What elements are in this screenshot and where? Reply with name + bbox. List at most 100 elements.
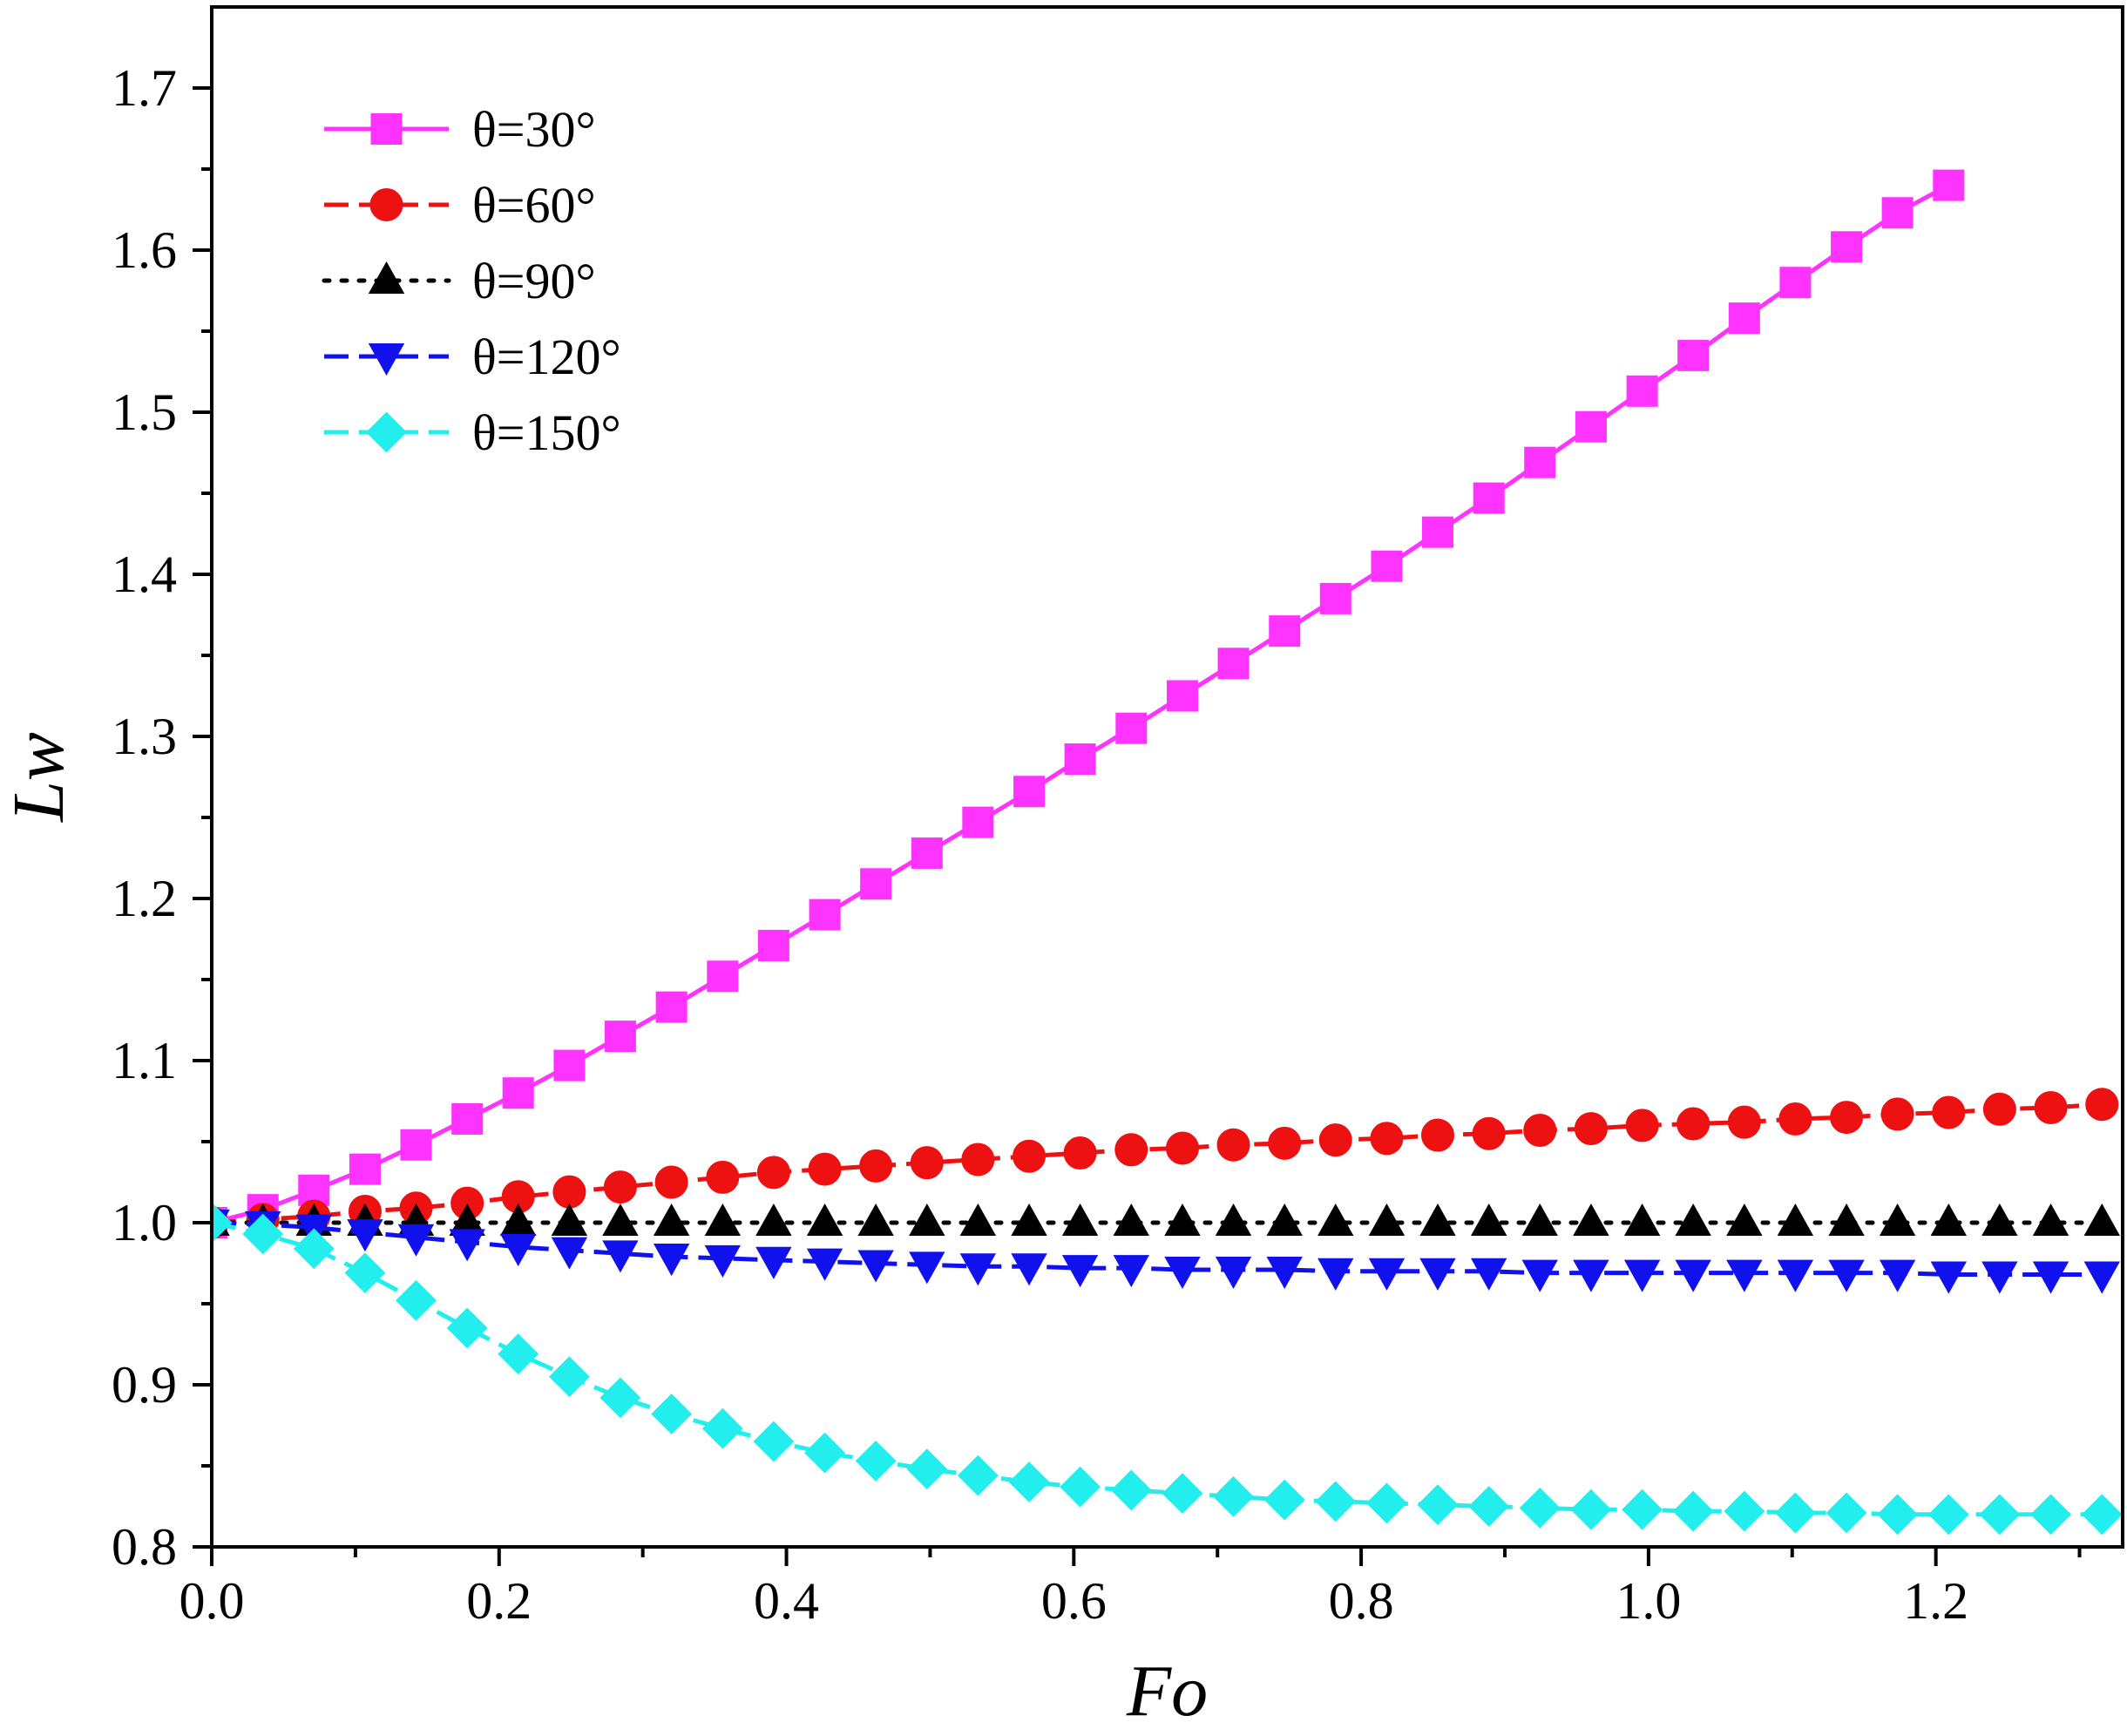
y-tick-label: 1.2	[112, 870, 177, 927]
data-point	[1830, 1101, 1864, 1135]
data-point	[1421, 516, 1453, 548]
data-point	[909, 1251, 945, 1285]
data-point	[1319, 582, 1351, 614]
data-point	[1318, 1203, 1354, 1236]
data-point	[1061, 1255, 1099, 1288]
y-tick-label: 1.3	[112, 708, 177, 765]
x-tick-label: 0.6	[1041, 1572, 1107, 1630]
data-point	[1726, 1203, 1763, 1236]
data-point	[1215, 1203, 1252, 1236]
data-point	[1724, 1490, 1765, 1532]
data-point	[2083, 1203, 2120, 1236]
data-point	[1570, 1488, 1612, 1530]
data-point	[707, 960, 739, 993]
data-point	[2083, 1261, 2120, 1294]
data-point	[962, 806, 994, 838]
axis-tick-labels: 0.0 0.2 0.4 0.6 0.8 1.0 1.2 0.8 0.9 1.0 1.1 1.2 1.3 1…	[112, 59, 1968, 1630]
data-point	[1877, 1494, 1919, 1536]
data-point	[959, 1253, 997, 1286]
data-point	[1519, 1487, 1561, 1529]
x-tick-label: 0.8	[1329, 1572, 1394, 1630]
data-point	[1371, 550, 1403, 582]
legend-marker	[370, 113, 403, 145]
data-point	[860, 868, 892, 900]
data-point	[551, 1203, 588, 1236]
data-point	[1933, 169, 1965, 201]
data-point	[855, 1441, 897, 1482]
data-point	[910, 1146, 944, 1180]
data-point	[1927, 1494, 1969, 1536]
data-point	[1263, 1479, 1305, 1521]
data-point	[1677, 1107, 1710, 1141]
legend-entry: θ=90°	[322, 253, 596, 309]
data-point	[1727, 1105, 1761, 1139]
legend-marker	[368, 261, 405, 294]
x-tick-label: 1.2	[1903, 1572, 1968, 1630]
data-point	[1162, 1473, 1203, 1515]
data-point	[701, 1407, 743, 1449]
data-point	[1981, 1261, 2018, 1294]
data-point	[451, 1102, 484, 1135]
data-point	[753, 1421, 795, 1462]
legend-entry: θ=150°	[324, 404, 621, 461]
data-point	[1368, 1203, 1406, 1236]
series-1	[212, 169, 1965, 1238]
data-point	[2032, 1203, 2069, 1236]
data-point	[1063, 1136, 1097, 1170]
series-3	[212, 1203, 2120, 1236]
data-point	[1113, 1255, 1149, 1288]
data-point	[655, 991, 688, 1023]
data-point	[1880, 1097, 1914, 1131]
legend-label: θ=30°	[472, 101, 596, 158]
data-point	[293, 1228, 335, 1270]
data-point	[1419, 1203, 1456, 1236]
data-point	[1217, 648, 1250, 680]
data-point	[1114, 1133, 1148, 1167]
legend-label: θ=90°	[472, 253, 596, 309]
series-layer	[212, 169, 2123, 1536]
data-point	[604, 1021, 636, 1053]
data-point	[959, 1203, 997, 1236]
series-2	[212, 1088, 2119, 1239]
legend-label: θ=150°	[472, 404, 621, 461]
data-point	[1166, 680, 1198, 712]
data-point	[1064, 743, 1096, 776]
data-point	[1008, 1461, 1050, 1503]
x-tick-label: 1.0	[1616, 1572, 1681, 1630]
data-point	[397, 1224, 435, 1257]
data-point	[857, 1203, 894, 1236]
data-point	[1523, 1113, 1557, 1147]
data-point	[804, 1432, 845, 1474]
data-point	[1370, 1122, 1404, 1156]
y-tick-label: 1.4	[112, 546, 177, 603]
data-point	[909, 1203, 945, 1236]
data-point	[809, 899, 841, 931]
data-point	[1011, 1253, 1047, 1286]
data-point	[1831, 231, 1863, 263]
data-point	[857, 1250, 894, 1283]
data-point	[1266, 1256, 1303, 1289]
data-point	[1061, 1203, 1099, 1236]
data-point	[1013, 1139, 1047, 1173]
x-axis-title: Fo	[1126, 1651, 1208, 1732]
legend-label: θ=60°	[472, 177, 596, 234]
data-point	[1318, 1258, 1354, 1291]
data-point	[2032, 1261, 2069, 1294]
legend-entry: θ=30°	[324, 101, 596, 158]
data-point	[1728, 302, 1760, 335]
data-point	[1165, 1131, 1199, 1165]
data-point	[1368, 1258, 1406, 1291]
y-tick-label: 1.1	[112, 1032, 177, 1089]
data-point	[502, 1077, 534, 1109]
data-point	[1623, 1259, 1661, 1292]
data-point	[242, 1213, 284, 1255]
legend-entry: θ=120°	[324, 329, 621, 385]
y-tick-label: 1.6	[112, 221, 177, 279]
data-point	[1979, 1494, 2021, 1536]
data-point	[1216, 1128, 1250, 1162]
data-point	[1932, 1095, 1966, 1129]
data-point	[1828, 1203, 1865, 1236]
data-point	[1266, 1203, 1303, 1236]
